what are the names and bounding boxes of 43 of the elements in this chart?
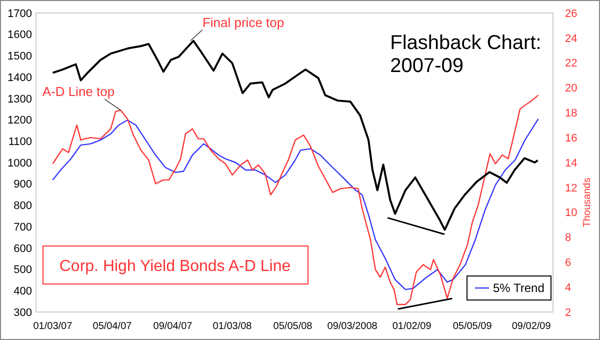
y-tick-label: 1700 <box>8 8 32 20</box>
y-tick-label: 800 <box>14 200 32 212</box>
x-tick-label: 09/03/2008 <box>327 321 378 332</box>
y-tick-label: 1300 <box>8 93 32 106</box>
y-tick-label: 1000 <box>8 157 32 170</box>
annotation: A-D Line top <box>42 84 115 100</box>
y-tick-label: 1200 <box>8 114 32 127</box>
y-tick-label: 300 <box>14 306 32 319</box>
x-tick-label: 05/05/09 <box>452 321 492 332</box>
y2-tick-label: 22 <box>565 58 578 70</box>
text: Flashback Chart: 2007-09 <box>390 32 542 77</box>
y2-tick-label: 20 <box>565 82 578 95</box>
y2-tick-label: 6 <box>565 257 572 270</box>
y-tick-label: 700 <box>14 221 32 234</box>
legend-label: 5% Trend <box>493 281 544 296</box>
y2-tick-label: 2 <box>565 306 572 319</box>
y-tick-label: 600 <box>14 242 32 255</box>
y2-axis-title: Thousands <box>582 178 593 228</box>
x-tick-label: 01/02/09 <box>392 321 432 332</box>
y2-tick-label: 26 <box>565 8 578 20</box>
y-tick-label: 500 <box>14 264 32 276</box>
y-tick-label: 1100 <box>8 136 32 148</box>
y2-tick-label: 12 <box>565 182 578 194</box>
y2-tick-label: 14 <box>565 157 578 170</box>
y-tick-label: 1400 <box>8 72 32 84</box>
y-tick-label: 900 <box>14 178 32 191</box>
y2-tick-label: 18 <box>565 108 578 120</box>
x-tick-label: 09/04/07 <box>153 321 193 332</box>
text: Corp. High Yield Bonds A-D Line <box>59 258 291 275</box>
y2-tick-label: 10 <box>565 207 578 220</box>
x-tick-label: 01/03/07 <box>33 321 73 332</box>
y2-tick-label: 8 <box>565 232 572 244</box>
y-tick-label: 1500 <box>8 50 32 63</box>
y-tick-label: 1600 <box>8 29 32 42</box>
annotation: Final price top <box>202 14 284 30</box>
x-tick-label: 05/05/08 <box>273 321 313 332</box>
x-tick-label: 01/03/08 <box>212 321 252 332</box>
y-tick-label: 400 <box>14 285 32 298</box>
y2-tick-label: 16 <box>565 132 578 144</box>
x-tick-label: 09/02/09 <box>512 321 552 332</box>
y2-tick-label: 4 <box>565 282 572 294</box>
x-tick-label: 05/04/07 <box>92 321 132 332</box>
y2-tick-label: 24 <box>565 32 578 45</box>
